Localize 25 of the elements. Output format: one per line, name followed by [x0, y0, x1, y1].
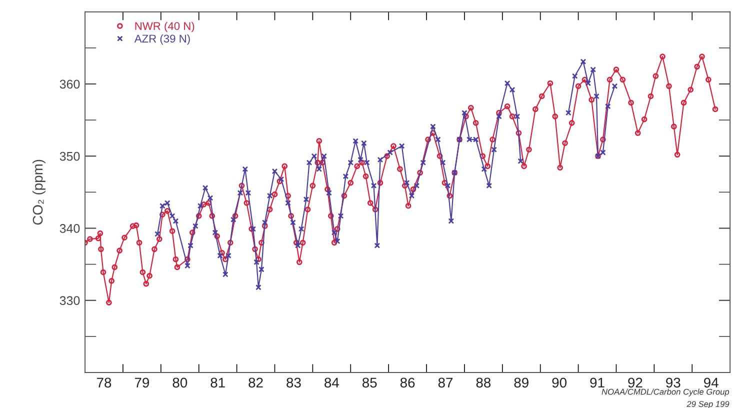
x-tick-label: 93	[666, 378, 680, 388]
x-tick-label: 83	[286, 378, 301, 388]
x-tick-label: 85	[362, 378, 377, 388]
y-tick-label: 360	[60, 80, 80, 89]
x-tick-label: 86	[400, 378, 415, 388]
legend-label: NWR (40 N)	[135, 22, 194, 32]
y-tick-label: 350	[60, 152, 80, 161]
y-tick-label: 340	[60, 224, 80, 233]
x-tick-label: 88	[476, 378, 491, 388]
x-tick-label: 94	[704, 378, 718, 388]
y-tick-label: 330	[60, 296, 80, 306]
y-axis-title: CO₂ (ppm)	[32, 160, 46, 225]
x-tick-label: 80	[172, 378, 188, 388]
x-tick-label: 90	[552, 378, 567, 388]
x-tick-label: 78	[96, 378, 112, 388]
x-tick-label: 91	[590, 378, 604, 388]
x-tick-label: 84	[324, 378, 339, 388]
x-tick-label: 81	[210, 378, 225, 388]
x-tick-label: 89	[514, 378, 528, 388]
x-tick-label: 79	[134, 378, 150, 388]
x-tick-label: 87	[438, 378, 453, 388]
x-tick-label: 92	[628, 378, 642, 388]
legend-label: AZR (39 N)	[134, 34, 190, 45]
x-tick-label: 82	[248, 378, 263, 388]
text: NOAA/CMDL/Carbon Cycle Group	[602, 388, 730, 396]
